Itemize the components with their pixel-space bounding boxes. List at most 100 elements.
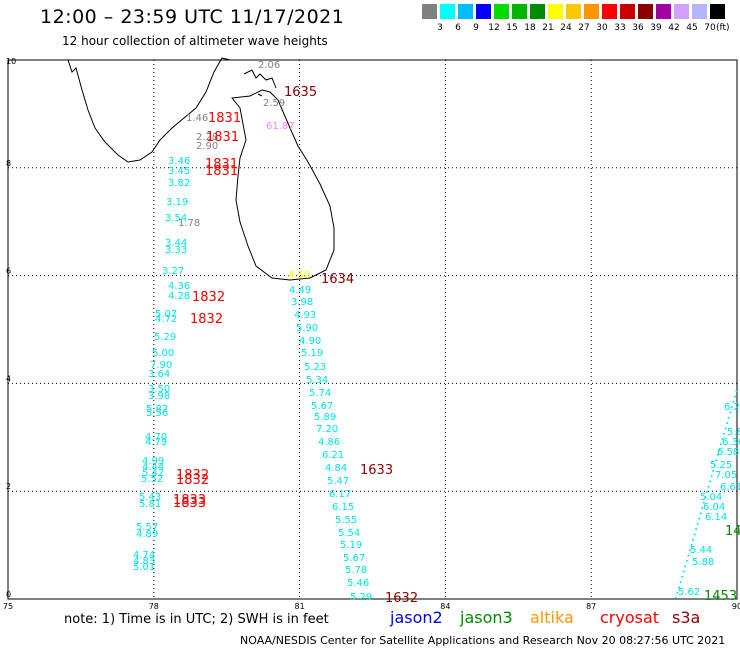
pass-time-label: 1453 (704, 589, 737, 604)
track-point (688, 549, 691, 552)
x-tick-label: 84 (440, 602, 450, 611)
swh-reading: 4.44 (142, 462, 164, 473)
map-subtitle: 12 hour collection of altimeter wave hei… (62, 34, 328, 48)
scale-swatch (674, 4, 689, 19)
track-point (721, 438, 724, 440)
swh-reading: 3.33 (165, 245, 187, 256)
satellite-legend-jason2: jason2 (390, 608, 443, 627)
track-point (712, 469, 715, 472)
swh-reading: 5.55 (335, 515, 357, 526)
y-tick-label: 8 (6, 159, 11, 168)
swh-reading: 4.28 (168, 291, 190, 302)
swh-reading: 4.99 (142, 456, 164, 467)
track-point (690, 544, 693, 546)
track-point (724, 427, 727, 430)
swh-reading: 5.52 (141, 474, 163, 485)
x-tick-label: 90 (732, 602, 740, 611)
scale-label: 42 (668, 23, 680, 33)
pass-time-label: 1832 (190, 312, 223, 327)
scale-swatch (512, 4, 527, 19)
swh-reading: 4.74 (133, 550, 155, 561)
track-point (682, 570, 685, 573)
scale-label: 3 (437, 23, 443, 33)
track-point (675, 597, 677, 599)
scale-swatch (638, 4, 653, 19)
track-point (719, 443, 722, 446)
swh-reading: 5.19 (301, 348, 323, 359)
pass-time-label: 1831 (205, 157, 238, 172)
track-point (698, 517, 701, 520)
swh-reading: 5.56 (146, 408, 168, 419)
swh-reading: 5.62 (678, 587, 700, 598)
swh-reading: 6.04 (703, 502, 725, 513)
pass-time-label: 1634 (321, 272, 354, 287)
scale-swatch (458, 4, 473, 19)
swh-reading: 5.25 (710, 460, 732, 471)
scale-swatch (620, 4, 635, 19)
swh-reading: 5.67 (343, 553, 365, 564)
swh-reading: 4.93 (294, 310, 316, 321)
y-tick-label: 10 (6, 57, 16, 66)
y-tick-label: 2 (6, 482, 11, 491)
swh-reading: 5.04 (700, 492, 722, 503)
scale-label: 36 (632, 23, 644, 33)
swh-reading: 2.06 (258, 60, 280, 71)
track-point (710, 475, 713, 478)
swh-reading: 4.50 (288, 270, 310, 281)
satellite-legend-s3a: s3a (672, 608, 701, 627)
x-tick-label: 78 (149, 602, 159, 611)
swh-reading: 4.49 (289, 285, 311, 296)
track-point (709, 480, 712, 483)
pass-time-label: 1633 (360, 463, 393, 478)
swh-reading: 4.70 (145, 432, 167, 443)
swh-reading: 2.59 (263, 98, 285, 109)
track-point (729, 411, 732, 414)
track-point (702, 501, 705, 504)
scale-swatch (584, 4, 599, 19)
track-point (699, 512, 702, 515)
swh-reading: 4.79 (145, 437, 167, 448)
track-point (679, 581, 682, 584)
swh-reading: 3.27 (162, 266, 184, 277)
swh-reading: 6.58 (717, 447, 739, 458)
track-point (733, 395, 736, 398)
swh-reading: 5.34 (306, 375, 328, 386)
swh-reading: 6.17 (329, 489, 351, 500)
track-point (726, 422, 729, 425)
track-point (706, 491, 708, 493)
satellite-tracks: 2.06 1.46 2.282.90 2.59 1.78 61.87 3.463.453.8… (133, 60, 740, 606)
swh-reading: 4.83 (133, 556, 155, 567)
swh-reading: 5.90 (296, 323, 318, 334)
swh-reading: 3.46 (168, 156, 190, 167)
scale-swatch (494, 4, 509, 19)
swh-reading: 1.78 (178, 218, 200, 229)
track-point (687, 554, 690, 557)
track-point (692, 538, 695, 541)
scale-label: 45 (686, 23, 698, 33)
track-point (693, 533, 696, 536)
map-border (7, 59, 738, 600)
satellite-legend-altika: altika (530, 608, 574, 627)
scale-label: 9 (473, 23, 479, 33)
track-point (696, 522, 699, 525)
swh-reading: 3.82 (168, 178, 190, 189)
track-point (678, 586, 681, 589)
scale-label: 15 (506, 23, 518, 33)
pass-time-label: 1833 (173, 493, 206, 508)
swh-reading: 5.78 (345, 565, 367, 576)
sri-lanka-coast (231, 89, 335, 281)
satellite-legend-cryosat: cryosat (600, 608, 660, 627)
pass-time-label: 1832 (176, 473, 209, 488)
footer-credit: NOAA/NESDIS Center for Satellite Applica… (240, 634, 726, 647)
swh-reading: 3.45 (168, 166, 190, 177)
swh-reading: 5.44 (690, 545, 712, 556)
scale-swatch (692, 4, 707, 19)
scale-swatch (710, 4, 725, 19)
track-point (723, 432, 726, 435)
swh-reading: 3.98 (148, 391, 170, 402)
track-point (707, 485, 710, 488)
india-coast (67, 57, 231, 163)
pass-time-label: 1635 (284, 85, 317, 100)
scale-unit: (ft) (716, 23, 730, 33)
